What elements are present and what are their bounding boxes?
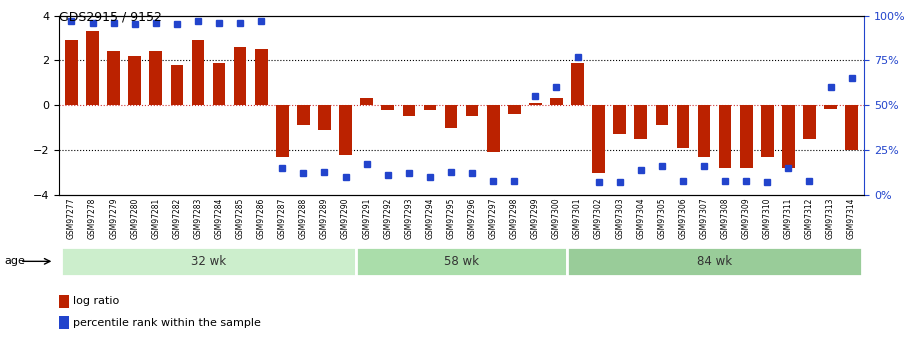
Bar bbox=[129, 56, 141, 105]
Bar bbox=[297, 105, 310, 125]
Text: log ratio: log ratio bbox=[73, 296, 119, 306]
Bar bbox=[487, 105, 500, 152]
Bar bbox=[782, 105, 795, 168]
Bar bbox=[592, 105, 605, 172]
Bar bbox=[550, 99, 563, 105]
Bar bbox=[149, 51, 162, 105]
Bar bbox=[655, 105, 668, 125]
Bar bbox=[424, 105, 436, 110]
Bar bbox=[319, 105, 331, 130]
Bar bbox=[357, 247, 567, 276]
Text: 32 wk: 32 wk bbox=[191, 255, 226, 268]
Bar bbox=[567, 247, 862, 276]
Text: GDS2915 / 9152: GDS2915 / 9152 bbox=[59, 10, 162, 23]
Bar bbox=[677, 105, 690, 148]
Bar bbox=[444, 105, 457, 128]
Text: 58 wk: 58 wk bbox=[444, 255, 479, 268]
Bar bbox=[339, 105, 352, 155]
Bar bbox=[233, 47, 246, 105]
Bar bbox=[86, 31, 99, 105]
Text: 84 wk: 84 wk bbox=[697, 255, 732, 268]
Bar bbox=[824, 105, 837, 109]
Bar bbox=[255, 49, 268, 105]
Bar bbox=[170, 65, 183, 105]
Bar bbox=[213, 63, 225, 105]
Bar bbox=[698, 105, 710, 157]
Text: age: age bbox=[5, 256, 25, 266]
Bar bbox=[276, 105, 289, 157]
Bar bbox=[529, 103, 542, 105]
Bar bbox=[571, 63, 584, 105]
Text: percentile rank within the sample: percentile rank within the sample bbox=[73, 318, 261, 328]
Bar bbox=[761, 105, 774, 157]
Bar bbox=[634, 105, 647, 139]
Bar bbox=[192, 40, 205, 105]
Bar bbox=[403, 105, 415, 117]
Bar bbox=[65, 40, 78, 105]
Bar bbox=[508, 105, 520, 114]
Bar bbox=[381, 105, 394, 110]
Bar bbox=[360, 99, 373, 105]
Bar bbox=[740, 105, 753, 168]
Bar bbox=[614, 105, 626, 134]
Bar bbox=[108, 51, 120, 105]
Bar bbox=[845, 105, 858, 150]
Bar bbox=[59, 295, 69, 308]
Bar bbox=[59, 316, 69, 329]
Bar bbox=[61, 247, 357, 276]
Bar bbox=[466, 105, 479, 117]
Bar bbox=[719, 105, 731, 168]
Bar bbox=[803, 105, 815, 139]
